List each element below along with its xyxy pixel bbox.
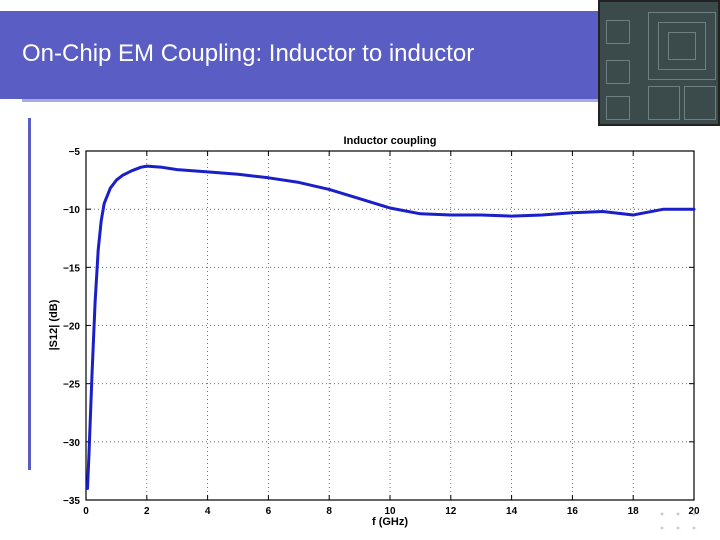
series-layer: [86, 164, 696, 490]
left-rule: [28, 118, 31, 470]
slide-title: On-Chip EM Coupling: Inductor to inducto…: [22, 40, 475, 67]
decorative-dots: [660, 512, 696, 530]
y-tick-label: −25: [63, 380, 80, 391]
tick-labels: 0 2 4 6 8 10 12 14 16 18 20 −5 −10 −15 −20 −25 −30 −35: [63, 147, 700, 517]
chip-pad: [606, 96, 630, 120]
y-tick-label: −30: [63, 438, 80, 449]
y-tick-label: −20: [63, 322, 80, 333]
x-tick-label: 10: [384, 506, 396, 517]
x-tick-label: 16: [567, 506, 579, 517]
y-tick-label: −5: [69, 147, 81, 158]
chip-pad: [606, 20, 630, 44]
x-tick-label: 20: [688, 506, 700, 517]
x-tick-label: 2: [144, 506, 150, 517]
y-axis-label: |S12| (dB): [48, 299, 60, 350]
title-underline: [22, 99, 600, 102]
series-line: [86, 164, 696, 490]
title-bar: [0, 11, 600, 99]
y-tick-label: −35: [63, 496, 80, 507]
chip-pad: [684, 86, 716, 120]
chip-inductor-turn: [668, 32, 696, 60]
x-tick-label: 14: [506, 506, 518, 517]
chart-title: Inductor coupling: [344, 135, 437, 147]
x-tick-label: 8: [326, 506, 332, 517]
chip-photo: [598, 0, 720, 126]
x-tick-label: 6: [266, 506, 272, 517]
x-axis-label: f (GHz): [372, 516, 408, 528]
chip-inductor: [648, 12, 716, 80]
x-tick-label: 18: [628, 506, 640, 517]
chip-inductor-turn: [658, 22, 706, 70]
y-tick-label: −10: [63, 205, 80, 216]
x-tick-label: 4: [205, 506, 211, 517]
y-tick-label: −15: [63, 263, 80, 274]
chip-pad: [606, 60, 630, 84]
x-tick-label: 12: [445, 506, 457, 517]
x-tick-label: 0: [83, 506, 89, 517]
chip-pad: [648, 86, 680, 120]
